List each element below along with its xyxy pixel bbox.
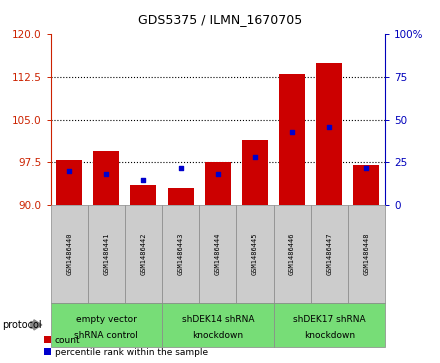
Bar xyxy=(353,165,379,205)
Text: shDEK17 shRNA: shDEK17 shRNA xyxy=(293,315,366,324)
Text: GSM1486440: GSM1486440 xyxy=(66,233,72,276)
Point xyxy=(66,168,73,174)
Bar xyxy=(316,63,342,205)
Bar xyxy=(51,205,88,303)
Text: shRNA control: shRNA control xyxy=(74,331,138,340)
Point xyxy=(103,171,110,177)
Text: empty vector: empty vector xyxy=(76,315,137,324)
Point xyxy=(177,165,184,171)
Bar xyxy=(88,205,125,303)
Legend: count, percentile rank within the sample: count, percentile rank within the sample xyxy=(44,336,208,357)
Bar xyxy=(56,160,82,205)
Point xyxy=(214,171,221,177)
Bar xyxy=(131,185,157,205)
Text: knockdown: knockdown xyxy=(304,331,355,340)
Point xyxy=(363,165,370,171)
Text: GSM1486448: GSM1486448 xyxy=(363,233,370,276)
Bar xyxy=(199,205,236,303)
Bar xyxy=(125,205,162,303)
Bar xyxy=(162,303,274,347)
Bar xyxy=(162,205,199,303)
Point xyxy=(251,154,258,160)
Text: GSM1486443: GSM1486443 xyxy=(178,233,183,276)
Text: GSM1486446: GSM1486446 xyxy=(289,233,295,276)
Bar xyxy=(279,74,305,205)
Text: GSM1486444: GSM1486444 xyxy=(215,233,221,276)
Text: GSM1486445: GSM1486445 xyxy=(252,233,258,276)
Bar xyxy=(236,205,274,303)
Bar xyxy=(348,205,385,303)
Bar xyxy=(205,163,231,205)
Bar xyxy=(311,205,348,303)
Text: GSM1486441: GSM1486441 xyxy=(103,233,109,276)
Text: GDS5375 / ILMN_1670705: GDS5375 / ILMN_1670705 xyxy=(138,13,302,26)
Bar xyxy=(93,151,119,205)
Bar xyxy=(274,205,311,303)
Bar xyxy=(51,303,162,347)
Bar xyxy=(242,140,268,205)
Bar xyxy=(168,188,194,205)
Text: GSM1486442: GSM1486442 xyxy=(140,233,147,276)
Bar xyxy=(274,303,385,347)
Text: GSM1486447: GSM1486447 xyxy=(326,233,332,276)
Text: shDEK14 shRNA: shDEK14 shRNA xyxy=(182,315,254,324)
Point xyxy=(326,124,333,130)
Point xyxy=(140,176,147,182)
Text: knockdown: knockdown xyxy=(192,331,243,340)
Text: protocol: protocol xyxy=(2,320,42,330)
Point xyxy=(289,129,296,135)
